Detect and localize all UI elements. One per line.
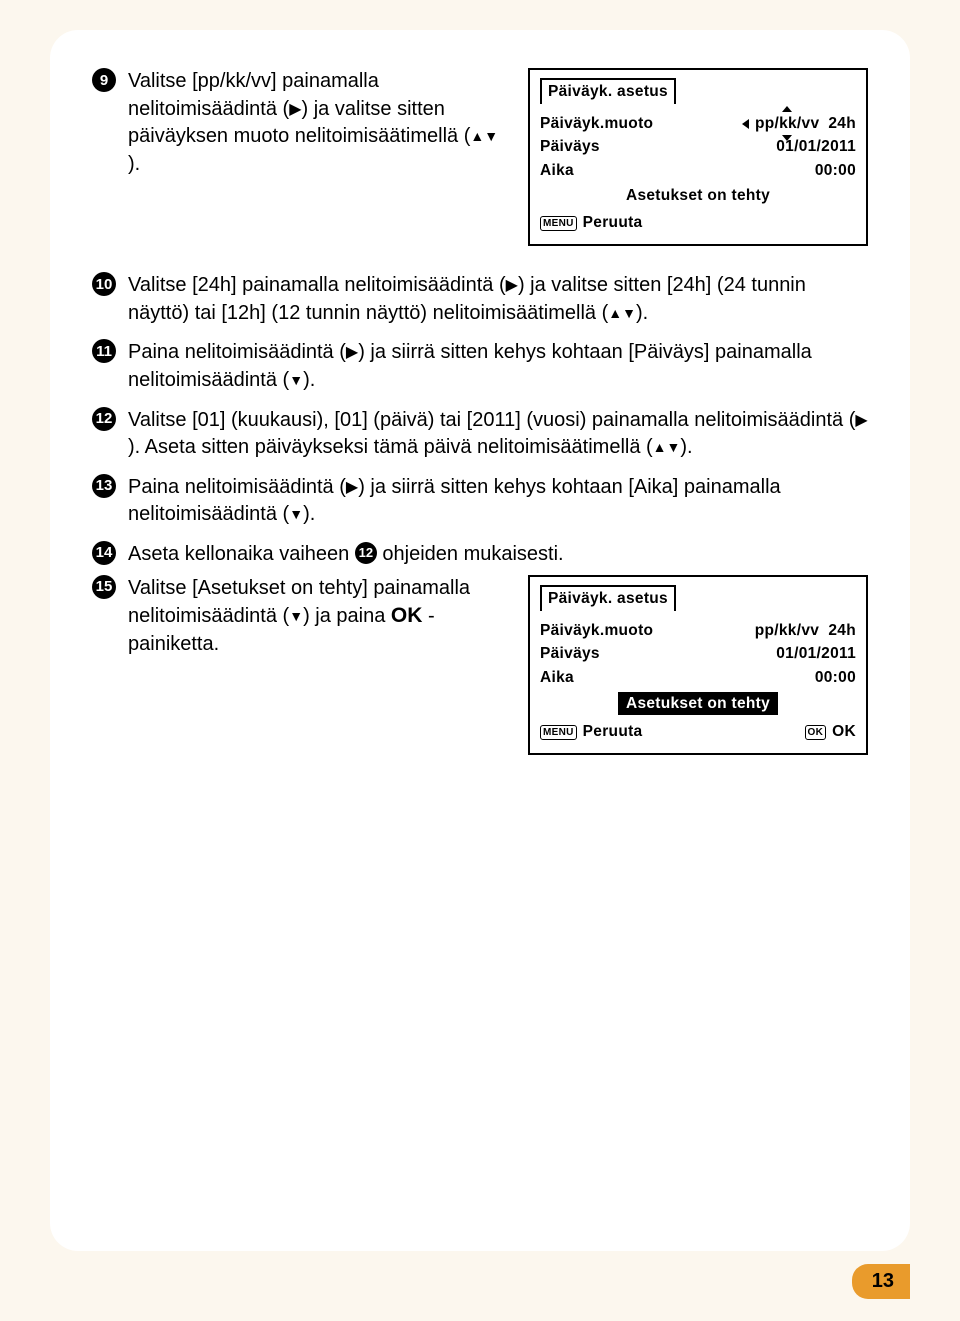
ok-button-icon[interactable]: OK <box>805 725 827 740</box>
text: ) ja paina <box>303 605 391 627</box>
step-13-text: Paina nelitoimisäädintä (▶) ja siirrä si… <box>128 474 868 529</box>
lcd-format-selector[interactable]: pp/kk/vv 24h <box>742 113 856 135</box>
lcd-format-label: Päiväyk.muoto <box>540 620 653 642</box>
step-number: 10 <box>92 272 128 300</box>
step-badge-11: 11 <box>92 339 116 363</box>
lcd-time-value: 00:00 <box>815 160 856 182</box>
lcd-footer: MENU Peruuta <box>540 212 856 234</box>
up-down-arrow-icon: ▲▼ <box>608 306 636 320</box>
lcd-footer: MENU Peruuta OK OK <box>540 721 856 743</box>
up-down-arrow-icon: ▲▼ <box>470 129 498 143</box>
step-15-text: Valitse [Asetukset on tehty] painamalla … <box>128 575 510 659</box>
step-9-row: 9 Valitse [pp/kk/vv] painamalla nelitoim… <box>92 68 868 246</box>
lcd-time-row: Aika 00:00 <box>540 159 856 183</box>
lcd-done-row: Asetukset on tehty <box>540 690 856 718</box>
up-down-arrow-icon: ▲▼ <box>653 440 681 454</box>
step-14: 14 Aseta kellonaika vaiheen 12 ohjeiden … <box>92 541 868 569</box>
lcd-date-row: Päiväys 01/01/2011 <box>540 642 856 666</box>
text: ohjeiden mukaisesti. <box>377 543 564 565</box>
step-number: 13 <box>92 474 128 502</box>
text: ). <box>303 503 315 525</box>
spinner-icon: pp/kk/vv <box>752 113 822 135</box>
lcd-format-row: Päiväyk.muoto pp/kk/vv 24h <box>540 619 856 643</box>
menu-button-icon[interactable]: MENU <box>540 725 577 740</box>
step-badge-12: 12 <box>92 407 116 431</box>
inline-step-ref: 12 <box>355 542 377 564</box>
lcd-time-row: Aika 00:00 <box>540 666 856 690</box>
down-arrow-icon: ▼ <box>289 373 303 387</box>
step-10: 10 Valitse [24h] painamalla nelitoimisää… <box>92 272 868 327</box>
lcd-time-value: 00:00 <box>815 667 856 689</box>
step-14-text: Aseta kellonaika vaiheen 12 ohjeiden muk… <box>128 541 868 569</box>
step-number: 15 <box>92 575 128 603</box>
step-number: 14 <box>92 541 128 569</box>
menu-button-icon[interactable]: MENU <box>540 216 577 231</box>
lcd-ok: OK <box>832 721 856 743</box>
lcd-screen-1: Päiväyk. asetus Päiväyk.muoto pp/kk/vv 2… <box>528 68 868 246</box>
text: Paina nelitoimisäädintä ( <box>128 341 346 363</box>
lcd-cancel: Peruuta <box>583 212 643 234</box>
down-arrow-icon: ▼ <box>289 609 303 623</box>
step-badge-10: 10 <box>92 272 116 296</box>
left-arrow-icon <box>742 119 749 129</box>
step-11: 11 Paina nelitoimisäädintä (▶) ja siirrä… <box>92 339 868 394</box>
lcd-time-label: Aika <box>540 160 574 182</box>
lcd-done-text: Asetukset on tehty <box>626 187 770 204</box>
lcd-format-row: Päiväyk.muoto pp/kk/vv 24h <box>540 112 856 136</box>
step-number: 11 <box>92 339 128 367</box>
ok-label: OK <box>391 604 423 627</box>
text: ). <box>680 436 692 458</box>
lcd-date-value: 01/01/2011 <box>776 643 856 665</box>
content-card: 9 Valitse [pp/kk/vv] painamalla nelitoim… <box>50 30 910 1251</box>
step-15: 15 Valitse [Asetukset on tehty] painamal… <box>92 575 510 659</box>
step-12: 12 Valitse [01] (kuukausi), [01] (päivä)… <box>92 407 868 462</box>
text: Valitse [01] (kuukausi), [01] (päivä) ta… <box>128 409 855 431</box>
text: ). Aseta sitten päiväykseksi tämä päivä … <box>128 436 653 458</box>
lcd-done-row: Asetukset on tehty <box>540 183 856 209</box>
step-number: 12 <box>92 407 128 435</box>
lcd-format-value: pp/kk/vv <box>755 115 819 132</box>
lcd-format-value-group: pp/kk/vv 24h <box>755 620 856 642</box>
lcd-date-row: Päiväys 01/01/2011 <box>540 135 856 159</box>
lcd-date-label: Päiväys <box>540 136 600 158</box>
step-13: 13 Paina nelitoimisäädintä (▶) ja siirrä… <box>92 474 868 529</box>
lcd-tab: Päiväyk. asetus <box>540 78 676 106</box>
text: ). <box>303 369 315 391</box>
page-number: 13 <box>852 1264 910 1299</box>
manual-page: 9 Valitse [pp/kk/vv] painamalla nelitoim… <box>0 0 960 1321</box>
right-arrow-icon: ▶ <box>346 480 358 496</box>
text: Aseta kellonaika vaiheen <box>128 543 355 565</box>
step-number: 9 <box>92 68 128 96</box>
lcd-format-value: pp/kk/vv <box>755 622 819 639</box>
lcd-time-label: Aika <box>540 667 574 689</box>
lcd-hour-mode: 24h <box>828 622 856 639</box>
lcd-done-highlight[interactable]: Asetukset on tehty <box>618 692 778 716</box>
lcd-format-label: Päiväyk.muoto <box>540 113 653 135</box>
step-10-text: Valitse [24h] painamalla nelitoimisäädin… <box>128 272 868 327</box>
step-12-text: Valitse [01] (kuukausi), [01] (päivä) ta… <box>128 407 868 462</box>
lcd-cancel: Peruuta <box>583 721 643 743</box>
text: Paina nelitoimisäädintä ( <box>128 476 346 498</box>
text: ). <box>636 302 648 324</box>
step-9: 9 Valitse [pp/kk/vv] painamalla nelitoim… <box>92 68 510 178</box>
lcd-tab: Päiväyk. asetus <box>540 585 676 613</box>
lcd-screen-2: Päiväyk. asetus Päiväyk.muoto pp/kk/vv 2… <box>528 575 868 755</box>
right-arrow-icon: ▶ <box>855 413 867 429</box>
text: Valitse [24h] painamalla nelitoimisäädin… <box>128 274 506 296</box>
step-badge-13: 13 <box>92 474 116 498</box>
step-15-row: 15 Valitse [Asetukset on tehty] painamal… <box>92 575 868 755</box>
text: ). <box>128 153 140 175</box>
right-arrow-icon: ▶ <box>506 278 518 294</box>
step-badge-9: 9 <box>92 68 116 92</box>
step-11-text: Paina nelitoimisäädintä (▶) ja siirrä si… <box>128 339 868 394</box>
down-arrow-icon: ▼ <box>289 507 303 521</box>
step-badge-15: 15 <box>92 575 116 599</box>
lcd-hour-mode: 24h <box>828 113 856 135</box>
lcd-date-label: Päiväys <box>540 643 600 665</box>
right-arrow-icon: ▶ <box>289 102 301 118</box>
step-badge-14: 14 <box>92 541 116 565</box>
right-arrow-icon: ▶ <box>346 345 358 361</box>
step-9-text: Valitse [pp/kk/vv] painamalla nelitoimis… <box>128 68 510 178</box>
